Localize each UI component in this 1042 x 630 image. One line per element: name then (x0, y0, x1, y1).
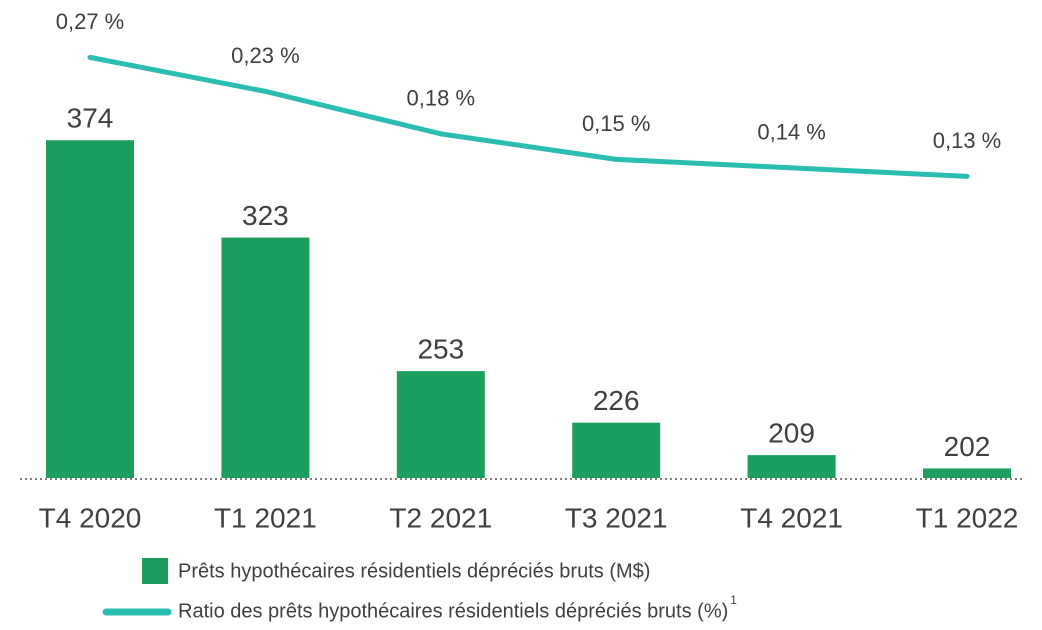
bar-label: 202 (944, 431, 991, 462)
bar-label: 374 (67, 103, 114, 134)
x-tick-label: T1 2021 (214, 502, 317, 533)
bar-label: 253 (417, 334, 464, 365)
bar (396, 371, 485, 478)
line (87, 54, 970, 179)
bar (747, 455, 836, 478)
legend-label: Prêts hypothécaires résidentiels dépréci… (178, 560, 650, 582)
line-label: 0,18 % (407, 86, 476, 111)
line-label: 0,15 % (582, 111, 651, 136)
legend-label: Ratio des prêts hypothécaires résidentie… (178, 600, 728, 622)
x-tick-label: T4 2021 (740, 502, 843, 533)
bar-label: 209 (768, 417, 815, 448)
line-label: 0,23 % (231, 43, 300, 68)
bar-label: 226 (593, 385, 640, 416)
bar-label: 323 (242, 200, 289, 231)
x-tick-label: T3 2021 (565, 502, 668, 533)
legend-footnote: 1 (730, 593, 737, 607)
x-tick-label: T4 2020 (39, 502, 142, 533)
line-label: 0,14 % (757, 120, 826, 145)
legend-swatch (142, 558, 168, 584)
x-tick-label: T2 2021 (389, 502, 492, 533)
bar (221, 237, 310, 478)
bar (572, 422, 661, 478)
x-tick-label: T1 2022 (916, 502, 1019, 533)
line-label: 0,27 % (56, 9, 125, 34)
bar (46, 140, 134, 478)
line-label: 0,13 % (933, 128, 1002, 153)
bar (923, 468, 1011, 478)
